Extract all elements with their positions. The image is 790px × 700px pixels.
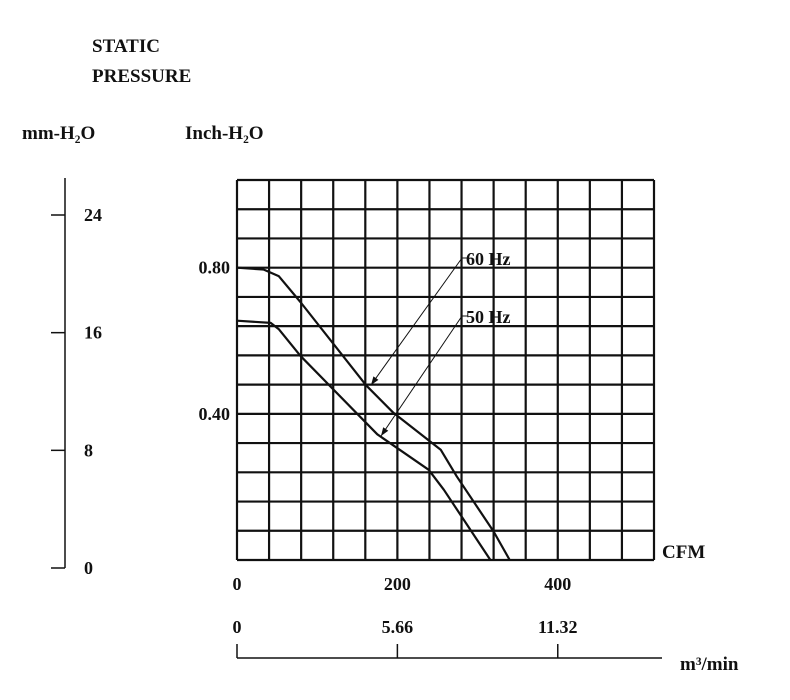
series-label: 60 Hz bbox=[466, 249, 511, 269]
callout-leader bbox=[370, 257, 463, 386]
series-label: 50 Hz bbox=[466, 307, 511, 327]
mm-tick-label: 8 bbox=[84, 440, 93, 460]
marks: 0 200 400 0.40 0.80 0 8 16 24 0 5.66 11.32 60 Hz 50 H… bbox=[51, 178, 662, 659]
mm-tick-label: 16 bbox=[84, 323, 102, 343]
callout-leader bbox=[380, 315, 463, 437]
m3-tick-label: 5.66 bbox=[382, 617, 414, 637]
x-tick-label: 0 bbox=[233, 574, 242, 594]
arrowhead-icon bbox=[381, 427, 389, 436]
series-line-50hz bbox=[236, 319, 492, 561]
m3-tick-label: 0 bbox=[233, 617, 242, 637]
grid bbox=[235, 178, 656, 562]
y-axis-right-label: Inch-H₂O bbox=[185, 123, 264, 144]
x-tick-label: 400 bbox=[544, 574, 571, 594]
series-line-60hz bbox=[236, 266, 511, 561]
x-tick-label: 200 bbox=[384, 574, 411, 594]
m3-tick-label: 11.32 bbox=[538, 617, 578, 637]
y-tick-label: 0.80 bbox=[199, 258, 231, 278]
x-axis-secondary-label: m³/min bbox=[680, 654, 739, 675]
chart-title-line1: STATIC bbox=[92, 36, 160, 57]
x-axis-label: CFM bbox=[662, 542, 705, 563]
chart-title-line2: PRESSURE bbox=[92, 66, 191, 87]
mm-tick-label: 24 bbox=[84, 205, 102, 225]
y-axis-left-label: mm-H₂O bbox=[22, 123, 95, 144]
arrowhead-icon bbox=[371, 376, 379, 385]
y-tick-label: 0.40 bbox=[199, 404, 231, 424]
mm-tick-label: 0 bbox=[84, 558, 93, 578]
